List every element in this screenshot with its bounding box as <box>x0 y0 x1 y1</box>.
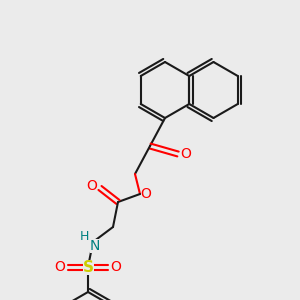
Text: H: H <box>79 230 89 244</box>
Text: O: O <box>111 260 122 274</box>
Text: N: N <box>90 239 100 253</box>
Text: O: O <box>87 179 98 193</box>
Text: O: O <box>141 187 152 201</box>
Text: O: O <box>55 260 65 274</box>
Text: S: S <box>82 260 94 274</box>
Text: O: O <box>181 147 191 161</box>
